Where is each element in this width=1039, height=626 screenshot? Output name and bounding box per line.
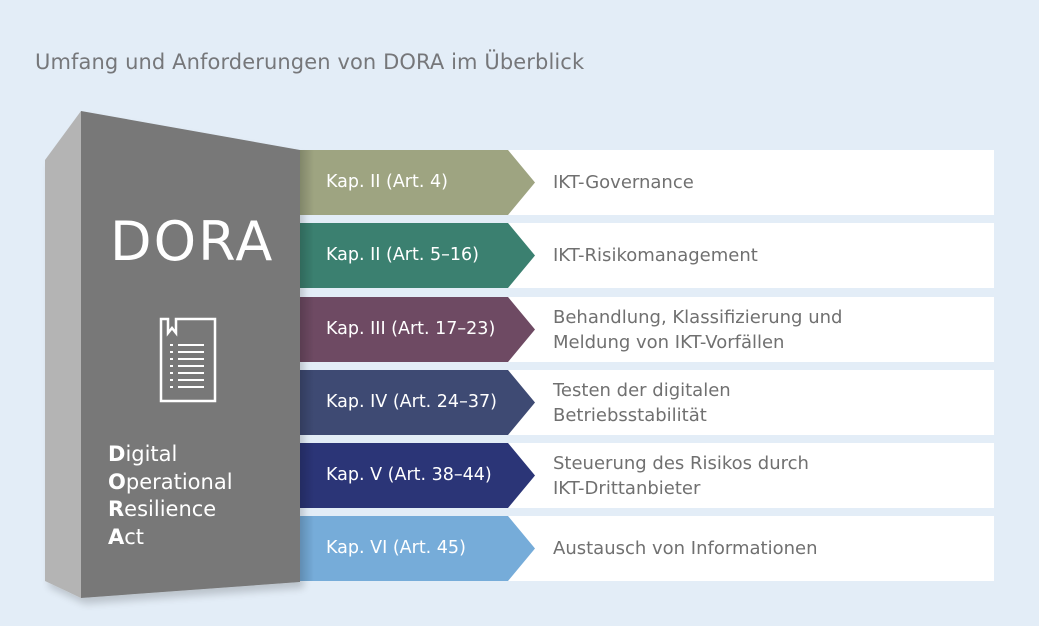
chapter-arrow: Kap. IV (Art. 24–37) <box>300 370 535 435</box>
chapter-description: IKT-Risikomanagement <box>553 245 758 266</box>
acronym-line-act: Act <box>108 524 145 549</box>
dora-heading: DORA <box>110 210 275 273</box>
acronym-line-digital: Digital <box>108 442 178 466</box>
chapter-label: Kap. V (Art. 38–44) <box>326 465 492 485</box>
chapter-description: IKT-Governance <box>553 172 694 193</box>
chapter-description: Austausch von Informationen <box>553 538 818 559</box>
page-title: Umfang und Anforderungen von DORA im Übe… <box>35 50 585 74</box>
acronym-line-resilience: Resilience <box>108 497 217 522</box>
chapter-arrow: Kap. II (Art. 5–16) <box>300 223 535 288</box>
chapter-label: Kap. II (Art. 4) <box>326 172 448 192</box>
acronym-line-operational: Operational <box>108 469 233 494</box>
chapter-label: Kap. III (Art. 17–23) <box>326 319 496 339</box>
chapter-label: Kap. IV (Art. 24–37) <box>326 392 497 412</box>
chapter-arrow: Kap. III (Art. 17–23) <box>300 297 535 362</box>
chapter-arrow: Kap. VI (Art. 45) <box>300 516 535 581</box>
chapter-arrow: Kap. II (Art. 4) <box>300 150 535 215</box>
chapter-description: Behandlung, Klassifizierung und Meldung … <box>553 306 843 353</box>
box-front-face <box>81 111 300 598</box>
box-side-face <box>45 111 81 598</box>
chapter-row: Kap. VI (Art. 45) Austausch von Informat… <box>300 516 994 581</box>
acronym-expansion: Digital Operational Resilience Act <box>108 441 233 551</box>
chapter-label: Kap. VI (Art. 45) <box>326 538 466 558</box>
chapter-row: Kap. III (Art. 17–23) Behandlung, Klassi… <box>300 297 994 362</box>
chapter-label: Kap. II (Art. 5–16) <box>326 245 479 265</box>
chapter-row: Kap. II (Art. 5–16) IKT-Risikomanagement <box>300 223 994 288</box>
chapter-row: Kap. V (Art. 38–44) Steuerung des Risiko… <box>300 443 994 508</box>
chapter-description: Testen der digitalen Betriebsstabilität <box>553 379 731 426</box>
document-icon <box>159 317 217 403</box>
chapter-arrow: Kap. V (Art. 38–44) <box>300 443 535 508</box>
chapter-description: Steuerung des Risikos durch IKT-Drittanb… <box>553 452 809 499</box>
chapter-row: Kap. IV (Art. 24–37) Testen der digitale… <box>300 370 994 435</box>
dora-box <box>45 111 300 598</box>
chapter-row: Kap. II (Art. 4) IKT-Governance <box>300 150 994 215</box>
